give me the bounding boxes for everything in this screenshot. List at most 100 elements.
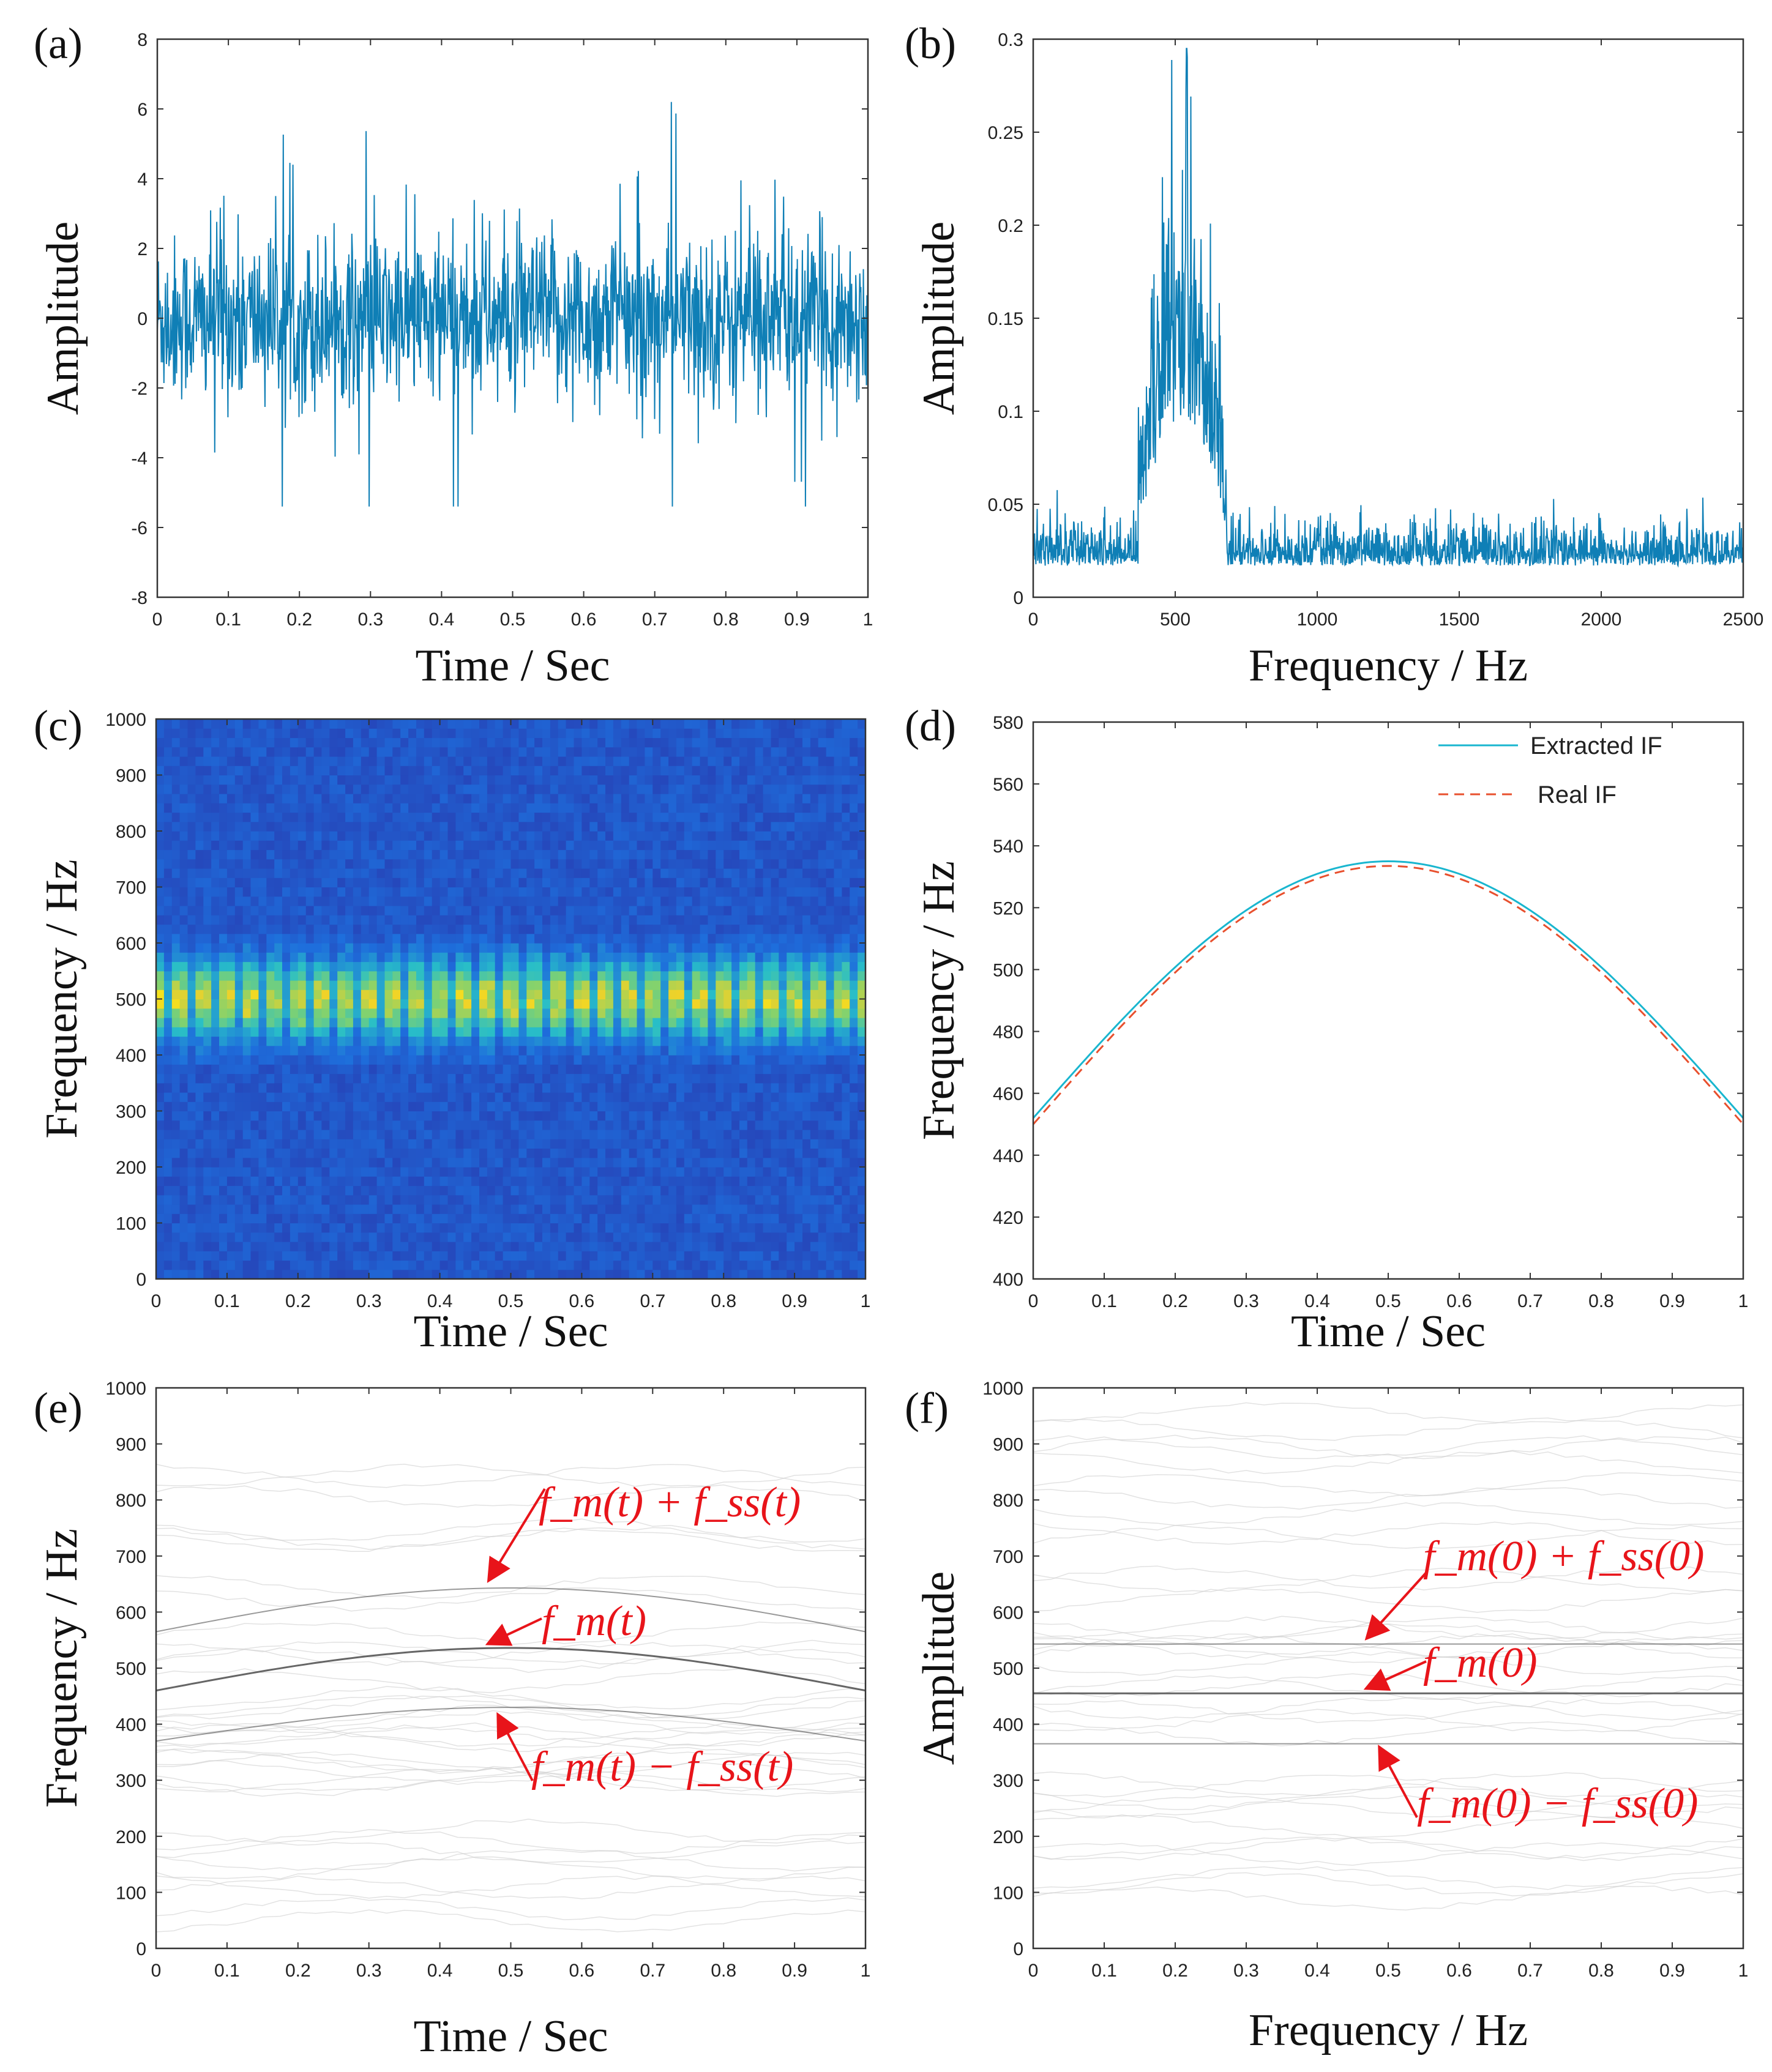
heatmap-cell [574,952,582,963]
heatmap-cell [376,1232,386,1242]
heatmap-cell [755,1185,764,1196]
heatmap-cell [510,728,519,739]
heatmap-cell [621,1092,630,1102]
heatmap-cell [613,1157,622,1168]
heatmap-cell [187,1269,196,1280]
heatmap-cell [668,1101,677,1112]
heatmap-cell [503,1055,512,1065]
heatmap-cell [384,1008,393,1018]
heatmap-cell [195,803,204,813]
heatmap-cell [731,1176,740,1187]
heatmap-cell [708,868,716,878]
heatmap-cell [526,1148,535,1158]
heatmap-cell [479,999,488,1009]
heatmap-cell [747,766,756,776]
heatmap-cell [384,1064,393,1075]
heatmap-cell [219,794,228,803]
heatmap-cell [637,980,645,990]
heatmap-cell [305,1242,315,1251]
heatmap-cell [692,1204,701,1214]
heatmap-cell [266,1251,275,1261]
heatmap-cell [226,1045,236,1056]
heatmap-cell [400,989,409,1000]
heatmap-cell [487,1083,496,1093]
heatmap-cell [345,1185,354,1196]
heatmap-cell [305,1120,315,1130]
heatmap-cell [187,887,196,897]
heatmap-cell [463,943,472,953]
heatmap-cell [660,1064,669,1075]
heatmap-cell [234,1176,244,1187]
heatmap-cell [345,1176,354,1187]
heatmap-cell [368,952,378,963]
heatmap-cell [179,1055,189,1065]
heatmap-cell [368,831,378,841]
heatmap-cell [424,840,433,851]
heatmap-cell [716,1148,724,1158]
heatmap-cell [708,1018,716,1027]
heatmap-cell [534,1130,543,1139]
heatmap-cell [652,896,661,906]
heatmap-cell [329,1185,338,1196]
heatmap-cell [156,775,165,785]
heatmap-cell [345,1167,354,1177]
heatmap-cell [589,943,598,953]
heatmap-cell [432,737,441,748]
heatmap-cell [408,1008,417,1018]
heatmap-cell [708,1120,716,1130]
heatmap-cell [503,1148,512,1158]
heatmap-cell [250,1101,259,1112]
heatmap-cell [408,728,417,739]
heatmap-cell [558,812,567,822]
heatmap-cell [432,775,441,785]
heatmap-cell [376,1045,386,1056]
heatmap-cell [755,980,764,990]
heatmap-cell [581,896,590,906]
heatmap-cell [432,1064,441,1075]
heatmap-cell [416,1213,425,1224]
heatmap-cell [376,915,386,925]
heatmap-cell [416,1073,425,1084]
heatmap-cell [416,1139,425,1149]
heatmap-cell [692,1223,701,1233]
heatmap-cell [763,971,772,981]
heatmap-cell [503,1073,512,1084]
heatmap-cell [645,1055,653,1065]
y-axis-label: Amplitude [38,222,88,416]
heatmap-cell [652,915,661,925]
heatmap-cell [503,1083,512,1093]
heatmap-cell [432,924,441,934]
heatmap-cell [353,1185,362,1196]
heatmap-cell [258,924,267,934]
heatmap-cell [290,1045,299,1056]
heatmap-cell [723,1064,732,1075]
heatmap-cell [779,803,787,813]
heatmap-cell [219,1242,228,1251]
heatmap-cell [597,1036,606,1046]
heatmap-cell [321,1045,330,1056]
heatmap-cell [629,924,638,934]
heatmap-cell [629,999,638,1009]
heatmap-cell [621,1260,630,1270]
heatmap-cell [219,1213,228,1224]
heatmap-cell [747,1083,756,1093]
heatmap-cell [676,868,685,878]
heatmap-cell [503,784,512,794]
heatmap-cell [195,1018,204,1027]
heatmap-cell [637,821,645,832]
heatmap-cell [432,794,441,803]
heatmap-cell [376,989,386,1000]
heatmap-cell [463,1260,472,1270]
heatmap-cell [574,1213,582,1224]
heatmap-cell [487,1185,496,1196]
heatmap-cell [266,1111,275,1121]
heatmap-cell [723,766,732,776]
heatmap-cell [605,1120,614,1130]
heatmap-cell [503,868,512,878]
heatmap-cell [376,906,386,915]
heatmap-cell [416,1232,425,1242]
heatmap-cell [534,719,543,729]
heatmap-cell [297,999,307,1009]
heatmap-cell [542,794,551,803]
heatmap-cell [432,784,441,794]
